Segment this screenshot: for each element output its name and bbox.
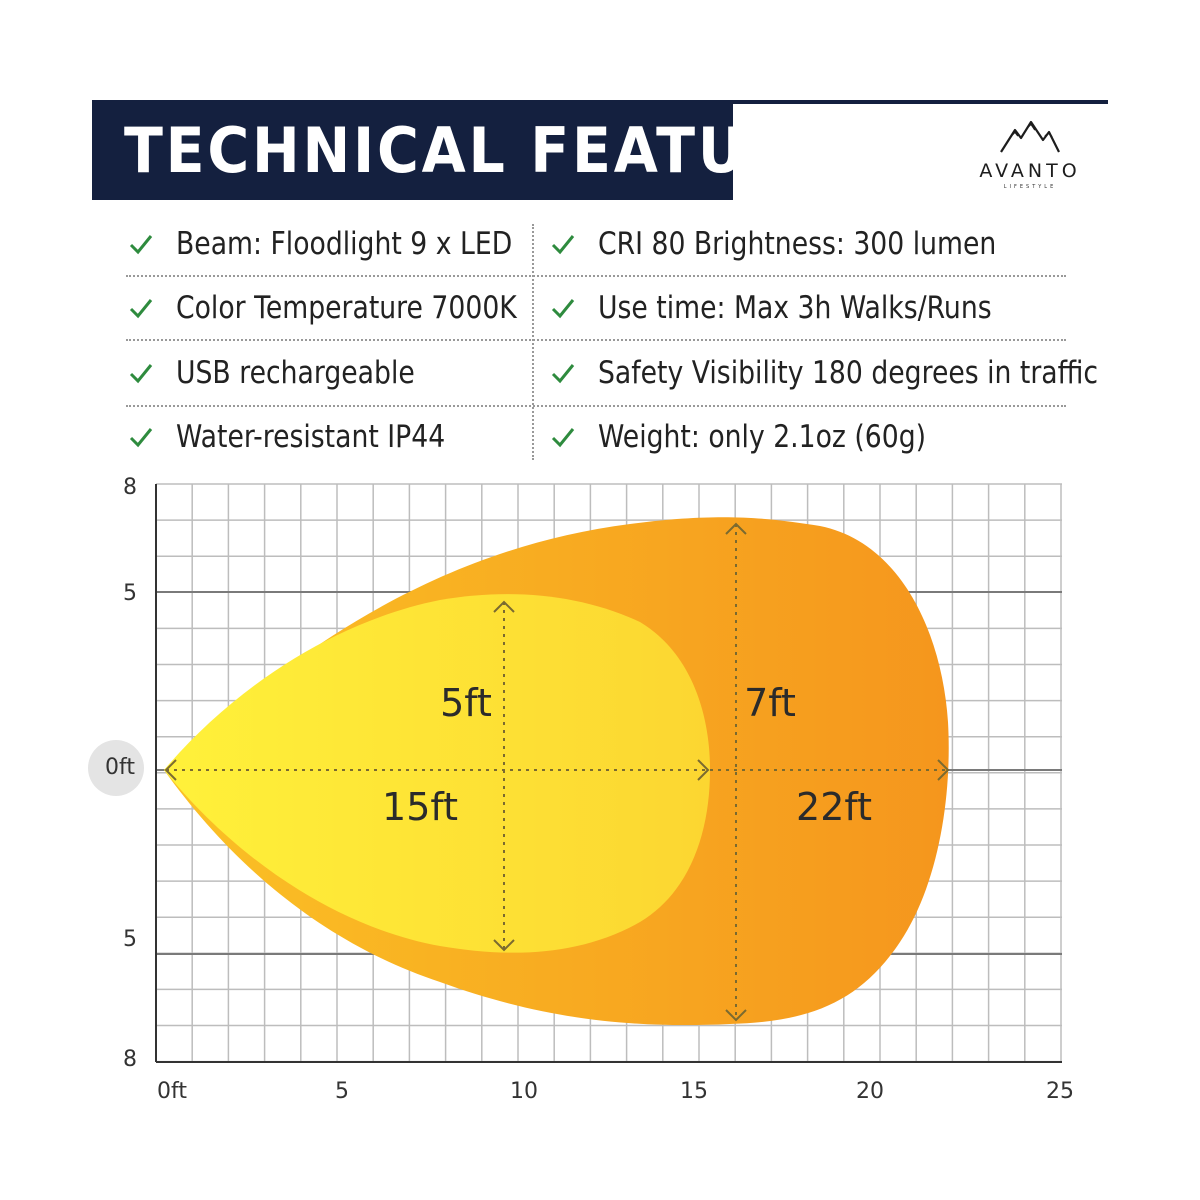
- inner-length-label: 15ft: [382, 785, 458, 829]
- outer-width-label: 7ft: [744, 681, 796, 725]
- feature-item: Beam: Floodlight 9 x LED: [118, 212, 532, 276]
- inner-width-label: 5ft: [440, 681, 492, 725]
- feature-label: Color Temperature 7000K: [176, 290, 517, 326]
- arrow-icon: [697, 759, 710, 781]
- feature-label: Weight: only 2.1oz (60g): [598, 419, 927, 455]
- outer-length-label: 22ft: [796, 785, 872, 829]
- feature-list: Beam: Floodlight 9 x LED CRI 80 Brightne…: [118, 212, 1098, 464]
- check-icon: [551, 235, 575, 255]
- x-tick-label: 0ft: [157, 1079, 187, 1104]
- check-icon: [129, 364, 153, 384]
- row-divider: [126, 405, 1066, 407]
- arrow-icon: [725, 522, 747, 535]
- arrow-icon: [725, 1009, 747, 1022]
- x-tick-label: 15: [680, 1079, 708, 1104]
- feature-item: Water-resistant IP44: [118, 405, 532, 469]
- check-icon: [551, 364, 575, 384]
- feature-item: Safety Visibility 180 degrees in traffic: [540, 341, 1098, 405]
- arrow-icon: [937, 759, 950, 781]
- arrow-icon: [493, 939, 515, 952]
- arrow-icon: [493, 600, 515, 613]
- check-icon: [129, 299, 153, 319]
- y-tick-label: 8: [123, 1047, 137, 1072]
- feature-label: Beam: Floodlight 9 x LED: [176, 226, 513, 262]
- y-tick-label: 0ft: [105, 755, 135, 780]
- brand-tagline: LIFESTYLE: [1003, 184, 1057, 190]
- feature-item: Color Temperature 7000K: [118, 276, 532, 340]
- column-divider: [532, 224, 534, 460]
- feature-item: Use time: Max 3h Walks/Runs: [540, 276, 1080, 340]
- x-tick-label: 20: [856, 1079, 884, 1104]
- brand-name: AVANTO: [979, 160, 1081, 182]
- title-banner: TECHNICAL FEATURES: [92, 100, 876, 200]
- y-tick-label: 5: [123, 581, 137, 606]
- brand-logo: AVANTO LIFESTYLE: [968, 118, 1092, 206]
- feature-item: Weight: only 2.1oz (60g): [540, 405, 1080, 469]
- row-divider: [126, 275, 1066, 277]
- check-icon: [129, 235, 153, 255]
- x-tick-label: 25: [1046, 1079, 1074, 1104]
- feature-item: CRI 80 Brightness: 300 lumen: [540, 212, 1080, 276]
- feature-label: Safety Visibility 180 degrees in traffic: [598, 355, 1099, 391]
- y-tick-label: 8: [123, 475, 137, 500]
- check-icon: [551, 299, 575, 319]
- page-title: TECHNICAL FEATURES: [124, 113, 880, 187]
- feature-label: CRI 80 Brightness: 300 lumen: [598, 226, 997, 262]
- x-tick-label: 5: [335, 1079, 349, 1104]
- feature-label: USB rechargeable: [176, 355, 415, 391]
- check-icon: [551, 428, 575, 448]
- origin-badge: [88, 740, 144, 796]
- arrow-icon: [164, 759, 177, 781]
- feature-label: Water-resistant IP44: [176, 419, 446, 455]
- y-tick-label: 5: [123, 927, 137, 952]
- row-divider: [126, 339, 1066, 341]
- feature-label: Use time: Max 3h Walks/Runs: [598, 290, 992, 326]
- feature-item: USB rechargeable: [118, 341, 532, 405]
- inner-beam-shape: [164, 594, 710, 953]
- mountain-icon: [1000, 120, 1060, 153]
- beam-diagram: 0ft 5 10 15 20 25 8 5 0ft 5 8 5ft 7ft 15ft 22ft: [88, 475, 1074, 1104]
- x-tick-label: 10: [510, 1079, 538, 1104]
- check-icon: [129, 428, 153, 448]
